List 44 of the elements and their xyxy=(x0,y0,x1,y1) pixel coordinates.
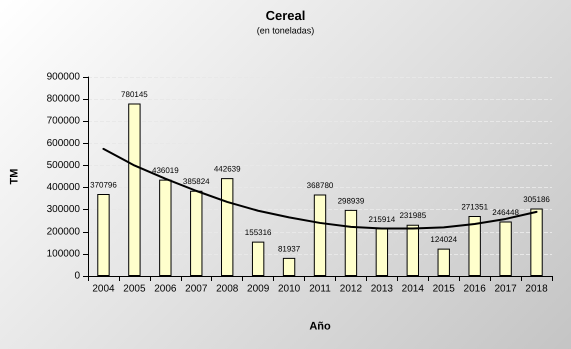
data-label: 370796 xyxy=(90,180,118,190)
x-tick-label: 2004 xyxy=(92,284,116,294)
chart-title: Cereal xyxy=(266,8,306,23)
x-tick-label: 2012 xyxy=(340,284,362,294)
x-tick-label: 2017 xyxy=(494,284,518,294)
y-tick-label: 200000 xyxy=(46,226,80,238)
data-label: 271351 xyxy=(461,202,489,212)
x-tick-label: 2005 xyxy=(123,284,146,294)
x-tick-label: 2013 xyxy=(370,284,394,294)
y-tick-label: 100000 xyxy=(46,248,80,260)
y-tick-label: 800000 xyxy=(46,94,80,105)
data-label: 81937 xyxy=(278,244,301,254)
x-tick-label: 2011 xyxy=(309,284,332,294)
data-label: 231985 xyxy=(399,211,427,220)
x-tick-label: 2006 xyxy=(154,284,177,294)
x-tick-label: 2015 xyxy=(432,284,456,294)
y-axis-title: TM xyxy=(8,168,20,184)
y-tick-label: 900000 xyxy=(46,72,80,82)
x-tick-label: 2007 xyxy=(185,284,208,294)
x-tick-label: 2016 xyxy=(464,284,486,294)
data-label: 442639 xyxy=(214,164,242,174)
x-tick-label: 2010 xyxy=(278,284,301,294)
data-label: 155316 xyxy=(244,228,272,238)
data-label: 436019 xyxy=(152,166,180,176)
y-tick-label: 400000 xyxy=(46,182,80,194)
y-tick-label: 0 xyxy=(74,270,80,282)
data-label: 385824 xyxy=(182,177,210,186)
x-tick-label: 2018 xyxy=(525,284,548,294)
data-label: 215914 xyxy=(368,214,396,224)
data-label: 298939 xyxy=(338,196,365,206)
chart-subtitle: (en toneladas) xyxy=(256,26,314,36)
y-tick-label: 300000 xyxy=(46,204,80,216)
data-label: 246448 xyxy=(492,208,520,218)
x-tick-label: 2009 xyxy=(247,284,270,294)
y-tick-label: 700000 xyxy=(46,116,80,127)
data-label: 780145 xyxy=(121,90,148,99)
x-tick-label: 2008 xyxy=(216,284,239,294)
y-tick-label: 500000 xyxy=(46,160,80,171)
x-tick-label: 2014 xyxy=(402,284,424,294)
x-axis-title: Año xyxy=(309,320,331,332)
y-tick-label: 600000 xyxy=(46,138,80,149)
data-label: 305186 xyxy=(523,195,550,204)
data-label: 124024 xyxy=(430,235,458,244)
data-label: 368780 xyxy=(306,180,334,190)
